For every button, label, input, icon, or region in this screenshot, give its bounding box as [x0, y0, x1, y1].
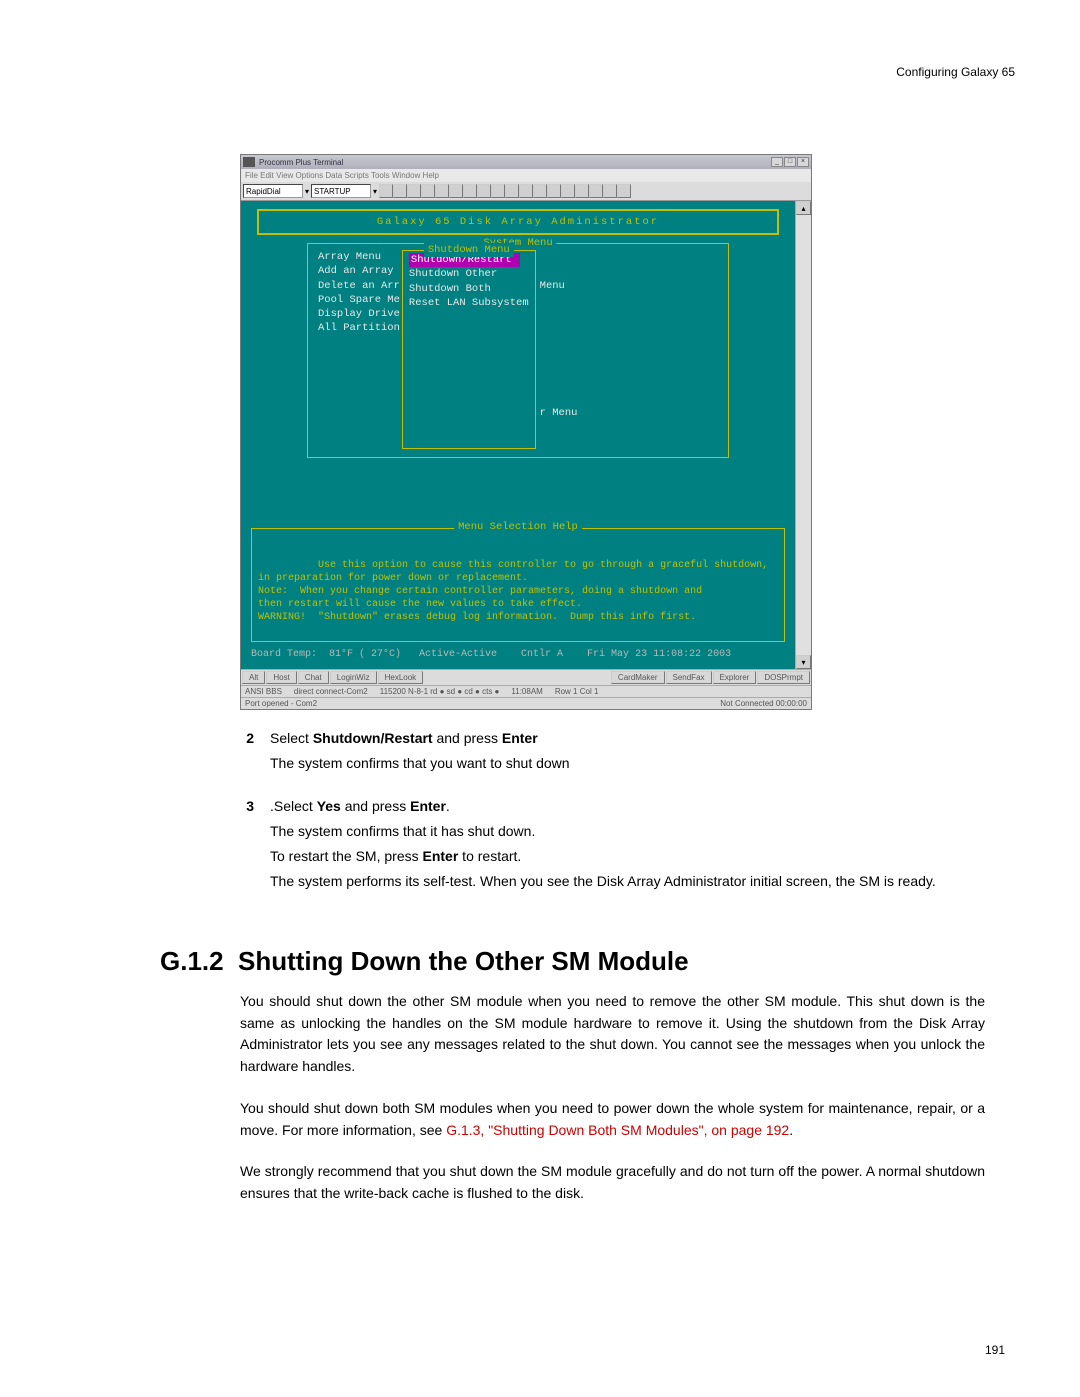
status-bar-2: Port opened - Com2 Not Connected 00:00:0… [241, 697, 811, 709]
minimize-button[interactable]: _ [771, 157, 783, 167]
menubar[interactable]: File Edit View Options Data Scripts Tool… [241, 169, 811, 182]
section-title-text: Shutting Down the Other SM Module [238, 946, 689, 976]
step-result: The system confirms that it has shut dow… [270, 821, 985, 842]
menu-item-shutdown-other[interactable]: Shutdown Other [409, 267, 529, 281]
stat-field: 11:08AM [511, 687, 542, 696]
window-title: Procomm Plus Terminal [259, 158, 343, 167]
scroll-up-icon[interactable]: ▴ [796, 201, 811, 215]
bottom-button[interactable]: CardMaker [611, 671, 665, 684]
toolbar-button[interactable] [589, 184, 603, 198]
toolbar-button[interactable] [379, 184, 393, 198]
bottom-button[interactable]: Host [266, 671, 296, 684]
vertical-scrollbar[interactable]: ▴ ▾ [795, 201, 811, 669]
stat-field: 115200 N-8-1 rd ● sd ● cd ● cts ● [380, 687, 500, 696]
toolbar-button[interactable] [393, 184, 407, 198]
toolbar-button[interactable] [421, 184, 435, 198]
toolbar-button[interactable] [561, 184, 575, 198]
dropdown-rapiddial[interactable]: RapidDial [243, 184, 303, 198]
bottom-button[interactable]: LoginWiz [330, 671, 377, 684]
terminal-window: Procomm Plus Terminal _ □ × File Edit Vi… [240, 154, 812, 710]
menu-help-text: Use this option to cause this controller… [258, 560, 768, 623]
bottom-toolbar: Alt Host Chat LoginWiz HexLook CardMaker… [241, 669, 811, 685]
step-number: 2 [240, 728, 254, 778]
toolbar: RapidDial ▾ STARTUP ▾ [241, 182, 811, 201]
menu-help-box: Menu Selection Help Use this option to c… [251, 528, 785, 642]
toolbar-button[interactable] [449, 184, 463, 198]
body-paragraph: We strongly recommend that you shut down… [240, 1161, 985, 1204]
toolbar-buttons [379, 184, 631, 198]
step-instruction: Select Shutdown/Restart and press Enter [270, 728, 985, 749]
toolbar-button[interactable] [435, 184, 449, 198]
toolbar-button[interactable] [505, 184, 519, 198]
terminal-status-line: Board Temp: 81°F ( 27°C) Active-Active C… [251, 648, 785, 662]
bottom-button[interactable]: DOSPrmpt [757, 671, 810, 684]
step-2: 2 Select Shutdown/Restart and press Ente… [240, 728, 985, 778]
system-menu-box: System Menu Array Menu Add an Array Dele… [307, 243, 729, 457]
body-paragraph: You should shut down the other SM module… [240, 991, 985, 1078]
toolbar-button[interactable] [547, 184, 561, 198]
body-paragraph: You should shut down both SM modules whe… [240, 1098, 985, 1141]
menu-fragment: Menu r Menu [540, 250, 641, 448]
maximize-button[interactable]: □ [784, 157, 796, 167]
dropdown-arrow-icon[interactable]: ▾ [373, 187, 377, 196]
close-button[interactable]: × [797, 157, 809, 167]
dropdown-arrow-icon[interactable]: ▾ [305, 187, 309, 196]
stat-field: ANSI BBS [245, 687, 282, 696]
section-heading: G.1.2Shutting Down the Other SM Module [160, 946, 1015, 977]
step-3: 3 .Select Yes and press Enter. The syste… [240, 796, 985, 896]
scroll-down-icon[interactable]: ▾ [796, 655, 811, 669]
step-number: 3 [240, 796, 254, 896]
bottom-button[interactable]: Chat [298, 671, 329, 684]
shutdown-menu-title: Shutdown Menu [424, 243, 514, 257]
app-icon [243, 157, 255, 167]
step-instruction: To restart the SM, press Enter to restar… [270, 846, 985, 867]
stat-field: direct connect-Com2 [294, 687, 368, 696]
bottom-button[interactable]: SendFax [666, 671, 712, 684]
menu-item-shutdown-both[interactable]: Shutdown Both [409, 282, 529, 296]
stat-field: Not Connected 00:00:00 [720, 699, 807, 708]
toolbar-button[interactable] [463, 184, 477, 198]
bottom-button[interactable]: HexLook [378, 671, 424, 684]
bottom-button[interactable]: Alt [242, 671, 265, 684]
toolbar-button[interactable] [575, 184, 589, 198]
stat-field: Row 1 Col 1 [555, 687, 599, 696]
toolbar-button[interactable] [491, 184, 505, 198]
shutdown-menu-box: Shutdown Menu Shutdown/Restart Shutdown … [402, 250, 536, 448]
dropdown-script[interactable]: STARTUP [311, 184, 371, 198]
step-result: The system confirms that you want to shu… [270, 753, 985, 774]
menu-help-title: Menu Selection Help [454, 521, 582, 535]
menu-item-reset-lan[interactable]: Reset LAN Subsystem [409, 296, 529, 310]
toolbar-button[interactable] [533, 184, 547, 198]
toolbar-button[interactable] [477, 184, 491, 198]
toolbar-button[interactable] [603, 184, 617, 198]
system-menu-items[interactable]: Array Menu Add an Array Delete an Arr Po… [318, 250, 400, 448]
toolbar-button[interactable] [617, 184, 631, 198]
window-titlebar: Procomm Plus Terminal _ □ × [241, 155, 811, 169]
cross-reference-link[interactable]: G.1.3, "Shutting Down Both SM Modules", … [446, 1122, 789, 1138]
bottom-button[interactable]: Explorer [713, 671, 757, 684]
terminal-screen: Galaxy 65 Disk Array Administrator Syste… [241, 201, 795, 669]
status-bar-1: ANSI BBS direct connect-Com2 115200 N-8-… [241, 685, 811, 697]
stat-field: Port opened - Com2 [245, 699, 317, 708]
page-number: 191 [985, 1343, 1005, 1357]
toolbar-button[interactable] [519, 184, 533, 198]
page-header: Configuring Galaxy 65 [65, 65, 1015, 79]
step-result: The system performs its self-test. When … [270, 871, 985, 892]
step-instruction: .Select Yes and press Enter. [270, 796, 985, 817]
app-banner: Galaxy 65 Disk Array Administrator [257, 209, 779, 235]
section-number: G.1.2 [160, 946, 238, 977]
toolbar-button[interactable] [407, 184, 421, 198]
